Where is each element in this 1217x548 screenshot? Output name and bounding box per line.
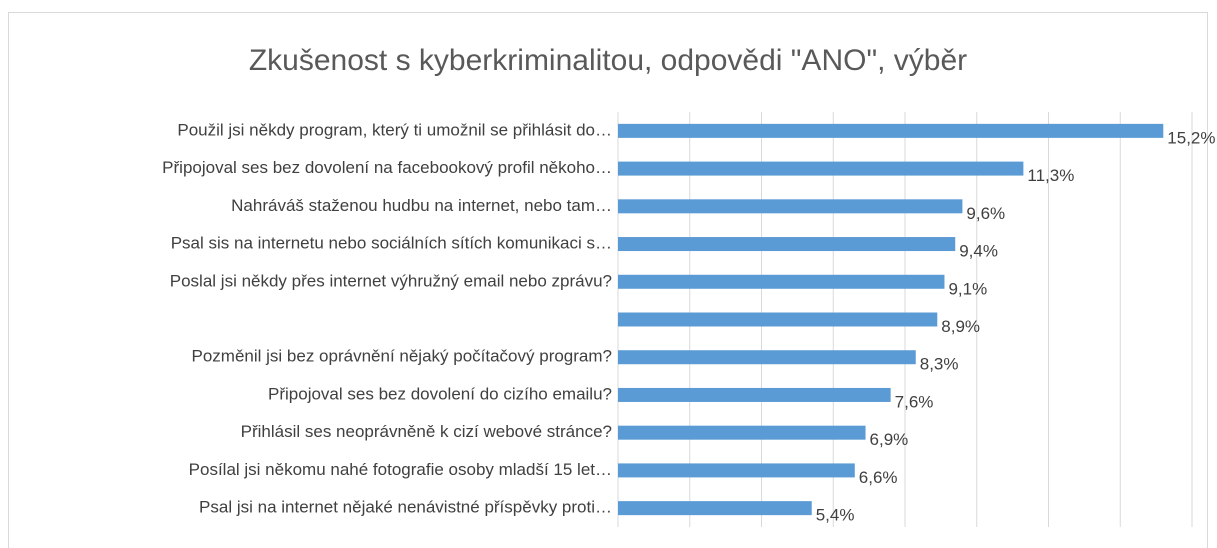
bar (618, 274, 945, 289)
value-label: 8,3% (920, 355, 959, 374)
y-tick-label: Přihlásil ses neoprávněně k cizí webové … (241, 422, 612, 441)
value-label: 6,9% (870, 430, 909, 449)
y-tick-label: Pozměnil jsi bez oprávnění nějaký počíta… (192, 347, 613, 366)
value-label: 5,4% (816, 506, 855, 525)
bar (618, 123, 1164, 138)
bar (618, 199, 963, 214)
y-tick-label: Použil jsi někdy program, který ti umožn… (177, 120, 612, 139)
value-label: 7,6% (895, 392, 934, 411)
bar (618, 425, 866, 440)
bar (618, 312, 938, 327)
value-label: 9,4% (959, 242, 998, 261)
bar (618, 161, 1024, 176)
bar (618, 501, 812, 516)
value-label: 9,1% (948, 279, 987, 298)
y-tick-label: Poslal jsi někdy přes internet výhružný … (170, 271, 612, 290)
y-tick-label: Posílal jsi někomu nahé fotografie osoby… (189, 460, 612, 479)
y-tick-label: Připojoval ses bez dovolení na facebooko… (162, 158, 612, 177)
value-label: 15,2% (1167, 128, 1215, 147)
y-tick-label: Připojoval ses bez dovolení do cizího em… (268, 384, 612, 403)
value-label: 11,3% (1027, 166, 1074, 185)
value-label: 6,6% (859, 468, 898, 487)
value-label: 8,9% (941, 317, 980, 336)
y-tick-label: Nahráváš staženou hudbu na internet, neb… (231, 196, 612, 215)
y-tick-label: Psal jsi na internet nějaké nenávistné p… (199, 498, 612, 517)
bar (618, 463, 855, 478)
chart-title: Zkušenost s kyberkriminalitou, odpovědi … (249, 44, 967, 77)
bar (618, 350, 916, 365)
y-tick-label: Psal sis na internetu nebo sociálních sí… (171, 234, 612, 253)
bar (618, 237, 956, 252)
bar (618, 387, 891, 402)
chart-border (8, 12, 1208, 548)
value-label: 9,6% (966, 204, 1005, 223)
